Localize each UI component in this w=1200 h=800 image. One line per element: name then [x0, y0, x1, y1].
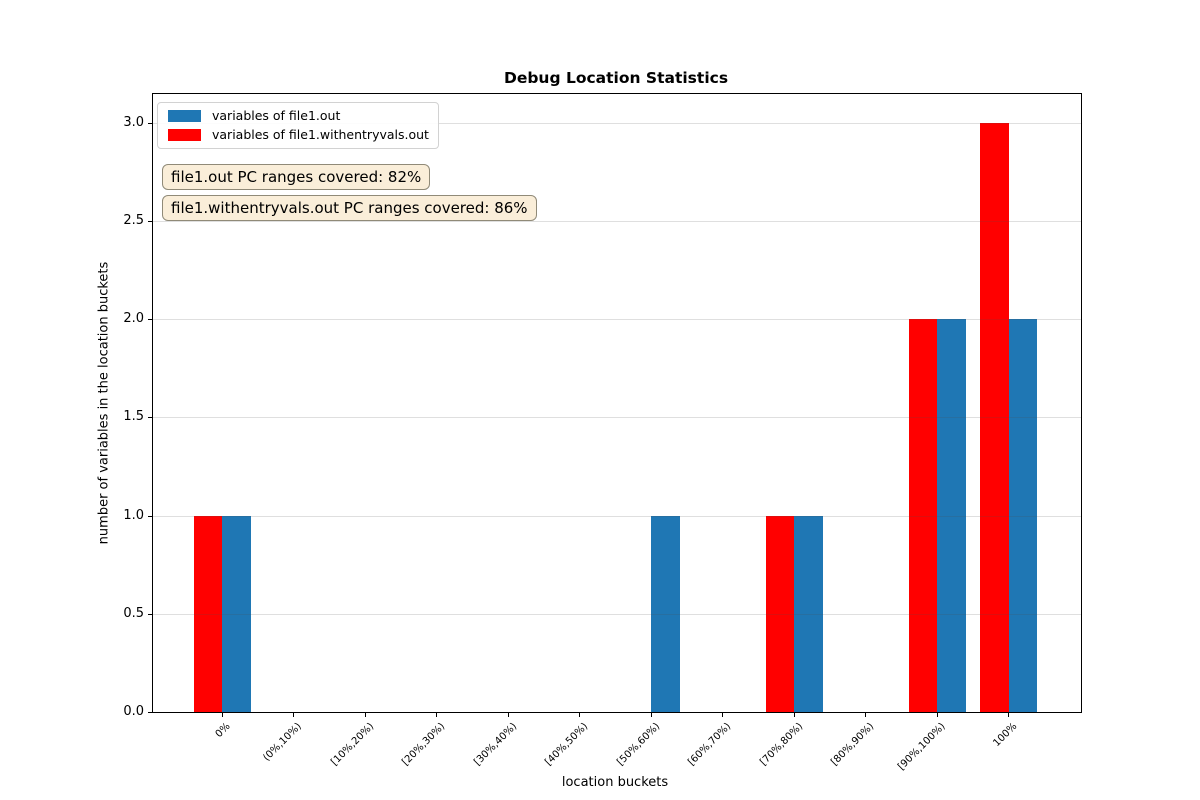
- legend-label: variables of file1.withentryvals.out: [212, 127, 429, 142]
- xtick-7: [722, 713, 723, 717]
- ytick-1.5: [148, 417, 152, 419]
- xtick-label-3: [20%,30%): [400, 721, 448, 768]
- xtick-label-5: [40%,50%): [543, 721, 591, 768]
- ytick-label-2.0: 2.0: [123, 311, 144, 326]
- bar-series0-bucket6: [651, 515, 680, 712]
- xtick-8: [793, 713, 795, 717]
- ytick-0.5: [148, 613, 152, 615]
- ytick-3.0: [148, 122, 152, 124]
- legend-item-file1-out: variables of file1.out: [168, 107, 429, 125]
- bar-series0-bucket10: [937, 319, 966, 712]
- xtick-label-6: [50%,60%): [614, 721, 662, 768]
- xtick-label-1: (0%,10%): [261, 721, 305, 764]
- ytick-1.0: [148, 515, 152, 517]
- gridline-y-2.0: [153, 319, 1081, 320]
- annotation-file1-pc-coverage: file1.out PC ranges covered: 82%: [162, 164, 431, 190]
- ytick-label-0.5: 0.5: [123, 605, 144, 621]
- ytick-label-1.0: 1.0: [123, 507, 144, 523]
- xtick-label-11: 100%: [991, 721, 1020, 749]
- ytick-label-3.0: 3.0: [123, 114, 144, 130]
- xtick-label-7: [60%,70%): [686, 721, 734, 768]
- legend-item-file1-withentryvals-out: variables of file1.withentryvals.out: [168, 126, 429, 144]
- gridline-y-1.0: [153, 515, 1081, 517]
- gridline-y-1.5: [153, 417, 1081, 419]
- legend-swatch-blue: [168, 110, 201, 122]
- xtick-11: [1008, 713, 1009, 717]
- xtick-label-4: [30%,40%): [471, 721, 519, 768]
- xtick-1: [293, 713, 294, 717]
- chart-title: Debug Location Statistics: [503, 69, 729, 87]
- ytick-label-0.0: 0.0: [123, 704, 144, 719]
- legend-swatch-red: [168, 129, 201, 141]
- ytick-label-1.5: 1.5: [123, 409, 144, 425]
- bar-series0-bucket11: [1008, 319, 1037, 712]
- ytick-2.0: [148, 319, 152, 320]
- xtick-4: [507, 713, 509, 717]
- bar-series1-bucket11: [980, 122, 1009, 712]
- gridline-y-3.0: [153, 122, 1081, 124]
- xtick-9: [865, 713, 866, 717]
- bar-series1-bucket0: [193, 515, 222, 712]
- xtick-label-10: [90%,100%): [896, 721, 948, 773]
- xtick-10: [936, 713, 938, 717]
- bar-series0-bucket0: [222, 515, 251, 712]
- y-axis-label: number of variables in the location buck…: [96, 261, 112, 545]
- xtick-0: [221, 713, 223, 717]
- legend-label: variables of file1.out: [212, 108, 341, 123]
- xtick-6: [650, 713, 652, 717]
- xtick-label-2: [10%,20%): [328, 721, 376, 768]
- xtick-5: [579, 713, 580, 717]
- ytick-2.5: [148, 220, 152, 222]
- xtick-label-8: [70%,80%): [757, 721, 805, 768]
- ytick-0.0: [148, 712, 152, 713]
- ytick-label-2.5: 2.5: [123, 212, 144, 228]
- bar-series1-bucket8: [765, 515, 794, 712]
- annotation-file1-withentryvals-pc-coverage: file1.withentryvals.out PC ranges covere…: [162, 195, 537, 221]
- xtick-2: [364, 713, 366, 717]
- gridline-y-0.5: [153, 613, 1081, 615]
- xtick-3: [436, 713, 437, 717]
- gridline-y-2.5: [153, 220, 1081, 222]
- xtick-label-9: [80%,90%): [829, 721, 877, 768]
- bar-series0-bucket8: [794, 515, 823, 712]
- x-axis-label: location buckets: [561, 775, 669, 790]
- xtick-label-0: 0%: [213, 721, 233, 741]
- bar-series1-bucket10: [908, 319, 937, 712]
- legend: variables of file1.out variables of file…: [157, 102, 439, 149]
